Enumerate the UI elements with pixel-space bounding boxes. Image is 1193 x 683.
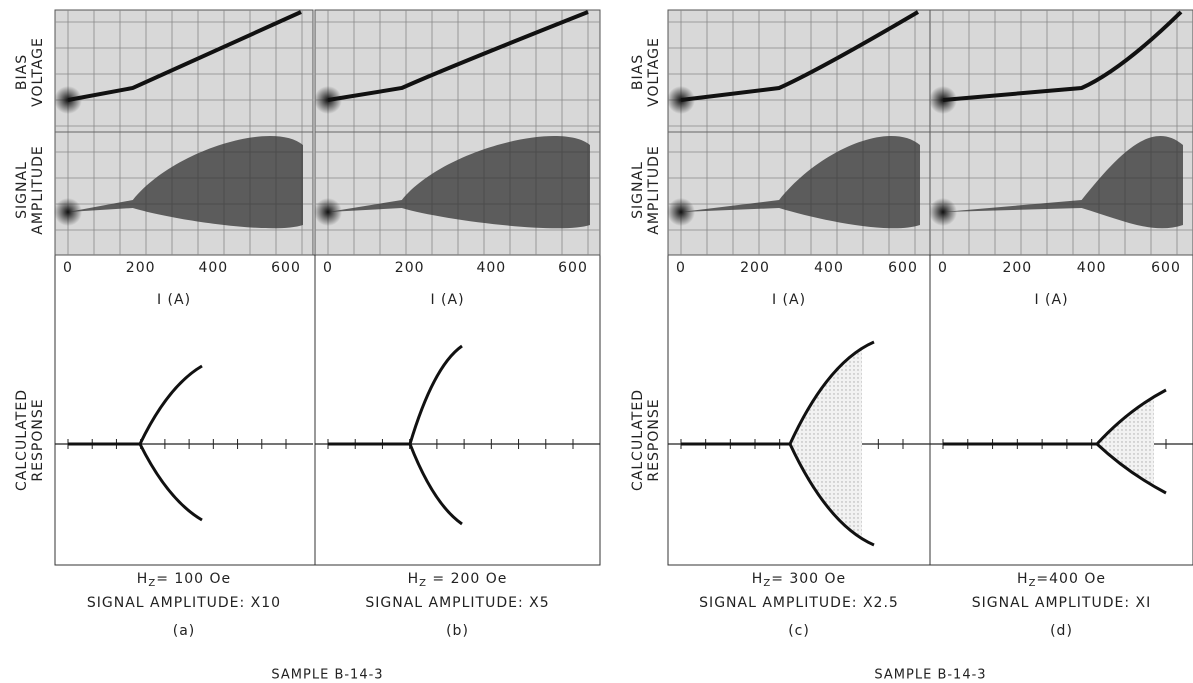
response-fill — [1097, 390, 1166, 493]
x-tick-label: 600 — [271, 260, 301, 276]
x-tick-label: 400 — [1077, 260, 1107, 276]
x-axis-label: I (A) — [1034, 292, 1068, 308]
amplitude-caption: SIGNAL AMPLITUDE: XI — [972, 595, 1152, 611]
signal-trace — [328, 136, 590, 229]
amplitude-caption: SIGNAL AMPLITUDE: X5 — [365, 595, 549, 611]
field-subscript: Z — [419, 578, 427, 589]
x-tick-label: 200 — [126, 260, 156, 276]
side-label: AMPLITUDE — [30, 145, 46, 234]
field-caption: HZ=400 Oe — [1017, 571, 1106, 589]
x-tick-label: 0 — [323, 260, 333, 276]
bias-trace — [327, 10, 589, 102]
response-curve — [408, 443, 463, 526]
field-caption: HZ = 200 Oe — [408, 571, 508, 589]
x-tick-label: 200 — [1002, 260, 1032, 276]
signal-trace — [681, 136, 920, 229]
response-curve — [788, 340, 875, 445]
x-tick-label: 200 — [395, 260, 425, 276]
response-curve — [408, 344, 463, 445]
x-tick-label: 0 — [63, 260, 73, 276]
x-tick-label: 600 — [1151, 260, 1181, 276]
field-value: = 200 Oe — [427, 571, 507, 587]
side-label: CALCULATED — [14, 389, 30, 491]
x-axis-label: I (A) — [430, 292, 464, 308]
x-tick-label: 0 — [676, 260, 686, 276]
signal-trace — [68, 136, 303, 229]
response-curve — [788, 443, 875, 547]
field-subscript: Z — [1029, 578, 1037, 589]
amplitude-caption: SIGNAL AMPLITUDE: X2.5 — [699, 595, 899, 611]
x-tick-label: 400 — [814, 260, 844, 276]
signal-trace — [943, 136, 1183, 229]
panel-tag: (a) — [173, 623, 196, 639]
amplitude-caption: SIGNAL AMPLITUDE: X10 — [87, 595, 281, 611]
response-curve — [1095, 442, 1167, 495]
x-axis-label: I (A) — [772, 292, 806, 308]
sample-label: SAMPLE B-14-3 — [271, 668, 383, 683]
x-tick-label: 400 — [476, 260, 506, 276]
side-label: RESPONSE — [646, 398, 662, 481]
x-tick-label: 600 — [558, 260, 588, 276]
field-symbol: H — [1017, 571, 1029, 587]
field-caption: HZ= 100 Oe — [137, 571, 231, 589]
x-tick-label: 400 — [198, 260, 228, 276]
side-label: VOLTAGE — [646, 37, 662, 107]
response-fill — [790, 342, 874, 545]
response-frame — [54, 254, 601, 566]
field-value: =400 Oe — [1036, 571, 1106, 587]
side-label: BIAS — [14, 54, 30, 90]
x-axis-label: I (A) — [157, 292, 191, 308]
response-curve — [138, 364, 203, 445]
side-label: SIGNAL — [630, 161, 646, 219]
side-label: VOLTAGE — [30, 37, 46, 107]
bias-trace — [680, 10, 920, 102]
field-symbol: H — [137, 571, 149, 587]
side-label: SIGNAL — [14, 161, 30, 219]
panel-tag: (d) — [1050, 623, 1073, 639]
side-label: BIAS — [630, 54, 646, 90]
x-tick-label: 600 — [888, 260, 918, 276]
response-curve — [138, 443, 203, 522]
field-subscript: Z — [763, 578, 771, 589]
field-symbol: H — [752, 571, 764, 587]
panel-tag: (b) — [446, 623, 469, 639]
bias-trace — [942, 10, 1183, 102]
bias-trace — [67, 10, 302, 102]
x-tick-label: 200 — [740, 260, 770, 276]
response-curve — [1095, 388, 1167, 446]
side-label: CALCULATED — [630, 389, 646, 491]
x-tick-label: 0 — [938, 260, 948, 276]
panel-tag: (c) — [788, 623, 810, 639]
sample-label: SAMPLE B-14-3 — [874, 668, 986, 683]
field-value: = 300 Oe — [771, 571, 846, 587]
field-value: = 100 Oe — [156, 571, 231, 587]
side-label: RESPONSE — [30, 398, 46, 481]
field-subscript: Z — [148, 578, 156, 589]
field-symbol: H — [408, 571, 420, 587]
side-label: AMPLITUDE — [646, 145, 662, 234]
field-caption: HZ= 300 Oe — [752, 571, 846, 589]
